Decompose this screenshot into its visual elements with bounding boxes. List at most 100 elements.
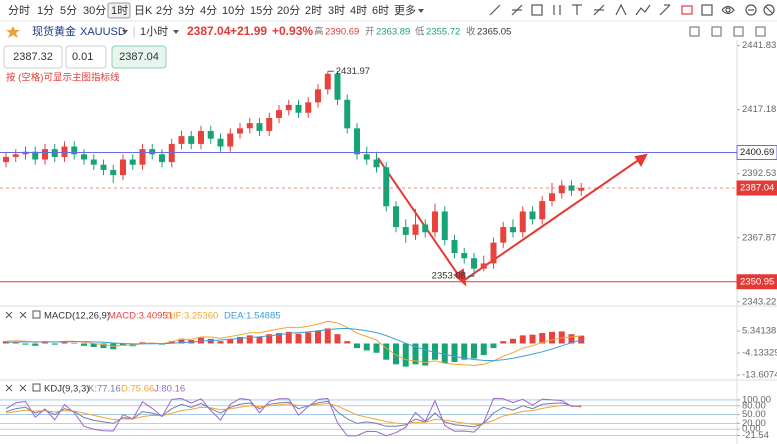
interval[interactable]: 1小时 [140,25,168,38]
candle-body [519,211,526,233]
lot-size[interactable]: 0.01 [72,51,93,63]
open-value: 2363.89 [376,27,410,38]
bid-price[interactable]: 2387.32 [13,51,53,63]
more-arrow[interactable] [418,9,424,13]
dropdown-arrow[interactable] [173,30,179,34]
favorite-icon[interactable] [6,26,20,38]
histogram-bar [432,343,438,360]
histogram-bar [519,335,526,344]
last-price: 2387.04 [187,24,231,38]
candle-body [558,185,565,194]
lot-box[interactable] [65,45,107,69]
price-label-box [736,145,777,161]
indicator-title: MACD(12,26,9) [44,311,110,322]
indicator-title: KDJ(9,3,3) [44,384,89,395]
drawing-tools[interactable] [489,3,775,16]
candle-body [81,154,87,160]
histogram-bar [12,342,19,344]
candle-body [490,242,497,264]
timeframe[interactable]: 4分 [200,4,217,17]
candle-body [441,211,448,241]
histogram-bar [32,343,39,346]
candle-body [32,151,39,160]
price-change: +21.99 [230,24,267,38]
legend-entry: MACD:3.40951 [108,311,173,322]
candle-body [12,154,19,157]
timeframe[interactable]: 3时 [328,4,345,17]
histogram-bar [22,343,29,345]
ask-box[interactable] [111,45,167,69]
candle-body [71,146,78,155]
candle-body [227,133,234,147]
histogram-bar [42,342,48,344]
candle-body [139,149,146,165]
indicator-line [5,397,582,437]
candle-body [246,123,253,129]
y-tick-label: 50.00 [742,409,766,420]
timeframe[interactable]: 30分 [83,4,106,17]
candle-body [549,193,555,202]
timeframe[interactable]: 1分 [37,4,54,17]
candle-body [207,130,214,139]
price-label-box [736,274,777,290]
histogram-bar [90,343,97,347]
candle-body [159,154,165,163]
candle-body [217,138,224,147]
close-value: 2365.05 [477,27,511,38]
timeframe[interactable]: 分时 [8,4,30,17]
timeframe-selected[interactable] [107,2,131,19]
annotation: 2431.97 [336,66,370,77]
symbol-name[interactable]: 现货黄金 [32,24,76,38]
ask-price[interactable]: 2387.04 [119,51,159,63]
y-tick-label: 100.00 [742,394,771,405]
histogram-bar [295,333,302,344]
timeframe[interactable]: 3分 [178,4,195,17]
timeframe[interactable]: 更多 [394,3,416,17]
indicator-line [5,320,582,367]
trend-drawing[interactable] [377,153,648,287]
histogram-bar [256,336,263,344]
histogram-bar [305,332,312,344]
symbol-code[interactable]: XAUUSD [80,26,126,38]
timeframe[interactable]: 1时 [111,4,128,17]
timeframe[interactable]: 10分 [222,4,245,17]
histogram-bar [198,337,204,344]
timeframe[interactable]: 20分 [277,4,300,17]
candle-body [461,253,468,259]
histogram-bar [168,341,175,344]
histogram-bar [227,338,234,344]
timeframe[interactable]: 2分 [156,4,173,17]
histogram-bar [471,343,477,359]
indicator-line [5,327,582,362]
histogram-bar [217,341,224,344]
candle-body [393,206,399,228]
histogram-bar [81,343,87,346]
panel-header-icons[interactable] [5,310,41,392]
histogram-bar [324,328,331,344]
bid-box[interactable] [3,45,63,69]
timeframe[interactable]: 15分 [250,4,273,17]
candle-body [402,227,409,235]
dropdown-arrow[interactable] [122,30,128,34]
candle-body [305,102,312,113]
timeframe[interactable]: 6时 [372,4,389,17]
candle-body [373,159,380,168]
histogram-bar [461,343,468,360]
histogram-bar [334,334,341,344]
candle-body [276,110,282,118]
candle-body [471,258,477,269]
candle-body [61,146,68,157]
histogram-bar [549,331,555,344]
histogram-bar [246,335,253,344]
timeframe[interactable]: 日K [134,5,153,17]
histogram-bar [568,334,575,344]
timeframe[interactable]: 4时 [350,4,367,17]
timeframe[interactable]: 5分 [60,4,77,17]
y-tick-label: 20.00 [742,418,766,429]
panel-tools[interactable] [689,26,766,37]
candle-body [510,227,516,233]
candle-body [285,104,292,111]
histogram-bar [510,338,516,344]
timeframe[interactable]: 2时 [305,4,322,17]
